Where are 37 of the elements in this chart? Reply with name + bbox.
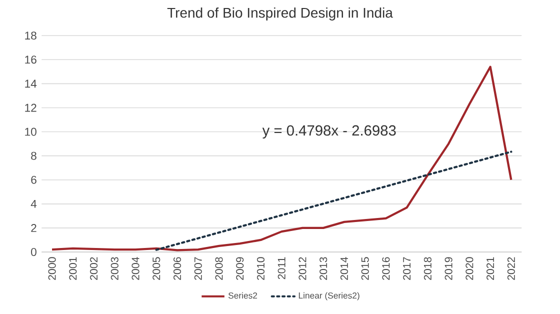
x-tick-label: 2001 bbox=[69, 257, 77, 280]
x-tick-label: 2010 bbox=[256, 257, 265, 280]
x-tick-label: 2000 bbox=[48, 257, 56, 280]
x-tick-label: 2015 bbox=[361, 257, 369, 280]
x-tick-label: 2022 bbox=[507, 257, 515, 280]
legend-label: Linear (Series2) bbox=[298, 292, 360, 300]
x-tick-label: 2008 bbox=[215, 257, 223, 280]
y-tick-label: 8 bbox=[31, 152, 36, 160]
y-tick-label: 16 bbox=[25, 56, 36, 64]
legend-label: Series2 bbox=[228, 292, 258, 299]
x-tick-label: 2007 bbox=[194, 257, 202, 280]
x-tick-label: 2019 bbox=[444, 257, 452, 280]
y-tick-label: 0 bbox=[31, 248, 36, 256]
x-tick-label: 2005 bbox=[152, 257, 160, 280]
x-tick-label: 2020 bbox=[466, 257, 474, 280]
x-tick-label: 2011 bbox=[278, 257, 286, 280]
y-tick-label: 10 bbox=[25, 128, 36, 136]
y-tick-label: 2 bbox=[31, 224, 36, 232]
x-tick-label: 2018 bbox=[424, 257, 432, 280]
x-tick-label: 2013 bbox=[320, 257, 328, 280]
x-tick-label: 2002 bbox=[90, 257, 98, 280]
y-tick-label: 14 bbox=[25, 80, 37, 88]
x-tick-label: 2004 bbox=[132, 257, 140, 280]
x-tick-label: 2012 bbox=[298, 257, 306, 280]
x-tick-label: 2016 bbox=[382, 257, 390, 280]
x-tick-label: 2003 bbox=[110, 257, 118, 280]
x-tick-label: 2006 bbox=[173, 257, 182, 280]
x-tick-label: 2021 bbox=[486, 257, 494, 280]
y-tick-label: 6 bbox=[31, 176, 36, 184]
y-tick-label: 18 bbox=[25, 32, 36, 40]
y-tick-label: 4 bbox=[30, 200, 37, 208]
x-tick-label: 2009 bbox=[236, 257, 244, 280]
annotation: y = 0.4798x - 2.6983 bbox=[262, 125, 396, 139]
x-tick-label: 2017 bbox=[403, 257, 411, 280]
x-tick-label: 2014 bbox=[340, 257, 348, 280]
y-tick-label: 12 bbox=[25, 104, 36, 112]
chart-title: Trend of Bio Inspired Design in India bbox=[167, 7, 393, 21]
